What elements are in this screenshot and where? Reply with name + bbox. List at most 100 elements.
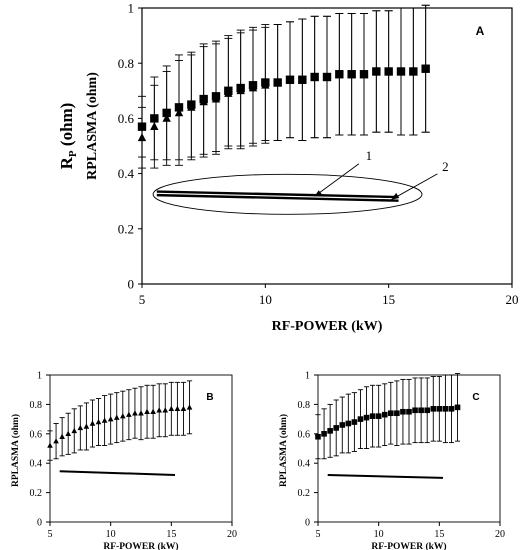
data-point-square: [421, 64, 430, 73]
panel-label: B: [206, 392, 213, 403]
y-tick-label: 1: [128, 1, 135, 16]
y-tick-label: 0.6: [118, 111, 135, 126]
data-point-triangle: [101, 417, 108, 423]
data-point-square: [335, 70, 344, 79]
data-point-square: [400, 408, 406, 415]
annotation-2: 2: [442, 159, 449, 174]
y-tick-label: 0: [37, 518, 42, 529]
data-point-triangle: [47, 442, 53, 448]
data-point-square: [384, 67, 393, 76]
data-point-square: [315, 433, 321, 440]
y-tick-label: 0.2: [118, 221, 134, 236]
data-point-square: [321, 431, 327, 437]
y-tick-label: 0.4: [298, 459, 311, 470]
data-point-square: [448, 406, 455, 412]
data-point-square: [436, 406, 443, 412]
data-point-square: [150, 114, 159, 123]
y-tick-label: 0.2: [298, 488, 311, 499]
y-axis-label-r: R: [57, 156, 76, 169]
data-point-triangle: [83, 423, 90, 429]
y-tick-label: 0.8: [298, 400, 311, 411]
data-point-triangle: [126, 411, 132, 417]
data-point-square: [347, 70, 356, 79]
data-point-triangle: [174, 405, 181, 412]
data-point-square: [327, 428, 333, 434]
data-point-square: [369, 413, 376, 419]
data-point-triangle: [77, 424, 84, 431]
series-line: [327, 473, 443, 479]
data-point-triangle: [95, 418, 102, 425]
data-point-triangle: [107, 416, 114, 422]
data-point-square: [333, 425, 339, 431]
data-point-square: [345, 420, 352, 427]
data-point-square: [381, 411, 388, 418]
y-axis-label-unit: (ohm): [57, 103, 76, 151]
x-tick-label: 20: [506, 292, 519, 307]
y-tick-label: 0.6: [298, 429, 311, 440]
x-tick-label: 20: [495, 529, 505, 540]
y-tick-label: 0: [305, 518, 310, 529]
annotation-arrowhead-1: [314, 190, 323, 197]
series-line: [156, 193, 399, 202]
data-point-square: [430, 406, 437, 412]
data-point-triangle: [59, 433, 65, 439]
data-point-square: [418, 407, 424, 414]
data-point-square: [396, 67, 406, 76]
data-point-square: [424, 407, 430, 414]
data-point-triangle: [168, 405, 175, 412]
data-point-triangle: [65, 430, 71, 437]
y-tick-label: 0: [128, 277, 135, 292]
data-point-square: [211, 92, 221, 101]
data-point-triangle: [120, 413, 126, 419]
series-line: [156, 190, 399, 199]
x-tick-label: 20: [227, 529, 237, 540]
x-tick-label: 5: [316, 529, 321, 540]
x-axis-label: RF-POWER (kW): [103, 541, 178, 550]
y-tick-label: 0.4: [118, 166, 135, 181]
data-point-triangle: [53, 438, 59, 444]
x-tick-label: 15: [434, 529, 444, 540]
data-point-square: [442, 406, 449, 412]
y-axis-label: RPLASMA (ohm): [10, 414, 21, 487]
data-point-square: [412, 407, 418, 414]
annotation-1: 1: [366, 148, 373, 163]
data-point-triangle: [156, 407, 162, 413]
x-tick-label: 10: [259, 292, 272, 307]
data-point-triangle: [71, 427, 78, 434]
y-axis-label-rplasma: RPLASMA (ohm): [85, 72, 100, 180]
data-point-square: [162, 108, 171, 118]
data-point-square: [388, 410, 394, 417]
data-point-square: [285, 75, 295, 84]
data-point-square: [174, 103, 184, 112]
y-tick-label: 0.8: [118, 56, 134, 71]
data-point-triangle: [186, 404, 193, 410]
x-axis-label: RF-POWER (kW): [272, 319, 383, 334]
data-point-triangle: [144, 408, 150, 414]
data-point-square: [359, 70, 369, 79]
data-point-triangle: [180, 405, 187, 412]
data-point-square: [375, 413, 382, 419]
y-axis-label-sub: P: [67, 150, 79, 157]
annotation-arrow-1: [314, 163, 360, 197]
data-point-square: [273, 78, 282, 87]
data-point-triangle: [138, 410, 144, 416]
panel-label: C: [472, 392, 479, 403]
data-point-triangle: [132, 410, 138, 416]
y-tick-label: 0.8: [30, 400, 43, 411]
data-point-triangle: [162, 407, 169, 413]
data-point-square: [187, 100, 196, 109]
data-point-square: [261, 78, 270, 87]
x-tick-label: 15: [166, 529, 176, 540]
x-tick-label: 10: [106, 529, 116, 540]
data-point-square: [372, 67, 381, 76]
y-tick-label: 1: [305, 371, 310, 382]
data-point-square: [298, 75, 307, 84]
panel-label: A: [476, 24, 485, 38]
y-axis-label: RPLASMA (ohm): [278, 414, 289, 487]
x-tick-label: 5: [48, 529, 53, 540]
data-point-square: [310, 72, 319, 82]
data-point-triangle: [150, 408, 156, 414]
data-point-square: [199, 94, 208, 104]
